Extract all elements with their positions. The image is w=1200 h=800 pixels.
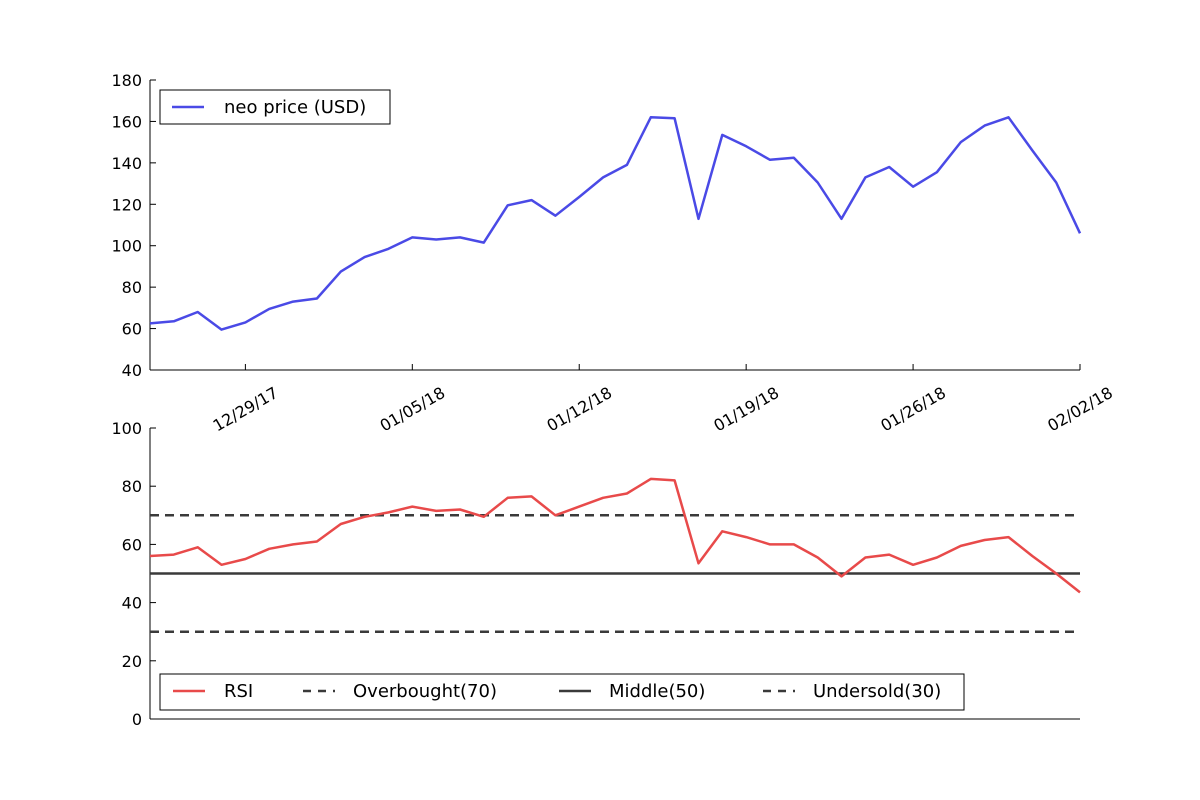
y-tick-label: 60 — [122, 320, 142, 339]
rsi-y-tick-label: 0 — [132, 710, 142, 729]
rsi-y-tick-label: 20 — [122, 652, 142, 671]
y-tick-label: 160 — [111, 112, 142, 131]
rsi-line — [149, 477, 1081, 594]
rsi-chart: 0 20 40 60 80 100 RSI Overbought(70) Middle(50) U… — [111, 419, 1081, 729]
x-tick-label: 02/02/18 — [1044, 383, 1116, 435]
rsi-y-tick-label: 80 — [122, 477, 142, 496]
y-tick-label: 40 — [122, 361, 142, 380]
price-chart: 40 60 80 100 120 140 160 180 12/29/17 01/05/18 01/… — [111, 71, 1116, 435]
rsi-legend-label: Overbought(70) — [353, 681, 497, 702]
rsi-legend-label: RSI — [224, 681, 253, 702]
price-line — [149, 116, 1082, 331]
y-tick-label: 140 — [111, 154, 142, 173]
y-tick-label: 100 — [111, 237, 142, 256]
rsi-legend-label: Middle(50) — [609, 681, 705, 702]
x-tick-label: 01/12/18 — [543, 383, 615, 435]
rsi-legend-label: Undersold(30) — [813, 681, 941, 702]
rsi-y-tick-label: 100 — [111, 419, 142, 438]
x-tick-label: 01/26/18 — [877, 383, 949, 435]
rsi-y-tick-label: 60 — [122, 535, 142, 554]
rsi-y-tick-label: 40 — [122, 594, 142, 613]
x-tick-label: 12/29/17 — [210, 383, 282, 435]
x-tick-label: 01/19/18 — [710, 383, 782, 435]
y-tick-label: 120 — [111, 195, 142, 214]
x-tick-label: 01/05/18 — [377, 383, 449, 435]
y-tick-label: 80 — [122, 278, 142, 297]
price-legend-label: neo price (USD) — [224, 97, 366, 118]
y-tick-label: 180 — [111, 71, 142, 90]
